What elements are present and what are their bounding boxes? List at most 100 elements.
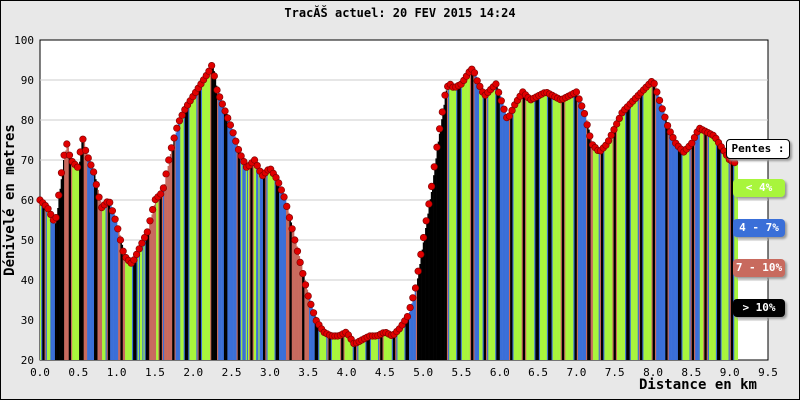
profile-bar bbox=[204, 78, 206, 360]
profile-bar bbox=[400, 326, 403, 360]
profile-bar bbox=[184, 109, 187, 360]
profile-bar bbox=[606, 144, 609, 360]
profile-bar bbox=[415, 285, 418, 360]
profile-bar bbox=[435, 158, 437, 360]
profile-point bbox=[650, 79, 658, 88]
profile-bar bbox=[283, 196, 286, 360]
profile-bar bbox=[148, 228, 150, 360]
profile-bar bbox=[510, 114, 512, 361]
profile-bar bbox=[330, 335, 333, 360]
profile-point bbox=[216, 93, 224, 101]
profile-bar bbox=[429, 199, 432, 360]
profile-point bbox=[57, 169, 66, 177]
x-tick-label: 0.5 bbox=[68, 366, 88, 379]
profile-bar bbox=[234, 136, 236, 360]
profile-bar bbox=[151, 214, 153, 360]
profile-bar bbox=[361, 340, 364, 360]
profile-bar bbox=[548, 93, 550, 360]
profile-bar bbox=[600, 150, 603, 360]
profile-bar bbox=[658, 96, 660, 361]
profile-bar bbox=[628, 105, 630, 360]
profile-bar bbox=[421, 249, 424, 360]
profile-bar bbox=[444, 97, 447, 360]
x-tick-label: 4.0 bbox=[337, 366, 357, 379]
profile-bar bbox=[497, 88, 499, 361]
profile-point bbox=[661, 113, 669, 121]
profile-bar bbox=[56, 217, 58, 360]
profile-point bbox=[65, 151, 74, 159]
profile-bar bbox=[112, 210, 114, 360]
profile-bar bbox=[419, 264, 421, 360]
profile-bar bbox=[94, 173, 96, 360]
profile-bar bbox=[550, 94, 552, 361]
profile-bar bbox=[248, 166, 250, 360]
profile-bar bbox=[161, 192, 164, 360]
profile-point bbox=[438, 108, 446, 116]
profile-bar bbox=[236, 143, 239, 360]
profile-bar bbox=[363, 339, 365, 360]
profile-bar bbox=[57, 208, 59, 360]
profile-bar bbox=[242, 158, 244, 360]
profile-bar bbox=[554, 96, 557, 361]
profile-bar bbox=[173, 140, 175, 360]
profile-bar bbox=[467, 74, 470, 361]
profile-bar bbox=[314, 316, 317, 360]
profile-bar bbox=[98, 195, 101, 360]
profile-bar bbox=[459, 85, 462, 360]
profile-bar bbox=[714, 136, 717, 360]
profile-bar bbox=[723, 151, 726, 360]
profile-bar bbox=[657, 93, 659, 360]
profile-point bbox=[218, 100, 226, 108]
profile-bar bbox=[487, 93, 489, 360]
profile-bar bbox=[702, 129, 704, 360]
profile-bar bbox=[590, 139, 593, 360]
x-tick-label: 1.0 bbox=[107, 366, 127, 379]
profile-bar bbox=[468, 72, 471, 360]
profile-bar bbox=[541, 94, 543, 361]
profile-bar bbox=[546, 92, 549, 360]
profile-bar bbox=[356, 343, 358, 360]
profile-bar bbox=[417, 278, 419, 360]
profile-bar bbox=[289, 217, 291, 360]
profile-bar bbox=[484, 95, 487, 360]
profile-bar bbox=[528, 98, 530, 360]
profile-bar bbox=[392, 335, 395, 360]
x-tick-label: 7.0 bbox=[566, 366, 586, 379]
profile-point bbox=[422, 217, 430, 225]
profile-bar bbox=[89, 161, 91, 360]
profile-bar bbox=[115, 221, 118, 360]
profile-bar bbox=[290, 222, 293, 360]
profile-bar bbox=[613, 130, 616, 360]
profile-bar bbox=[500, 99, 503, 360]
profile-bar bbox=[543, 93, 545, 360]
profile-bar bbox=[567, 96, 570, 360]
profile-bar bbox=[731, 161, 734, 360]
profile-bar bbox=[443, 104, 445, 360]
profile-bar bbox=[379, 335, 381, 360]
profile-bar bbox=[368, 336, 371, 360]
profile-bar bbox=[45, 206, 48, 360]
profile-bar bbox=[489, 90, 491, 361]
profile-bar bbox=[605, 145, 607, 360]
profile-bar bbox=[506, 117, 509, 360]
profile-point bbox=[299, 270, 307, 278]
x-tick-label: 4.5 bbox=[375, 366, 395, 379]
profile-bar bbox=[442, 112, 444, 360]
profile-bar bbox=[633, 100, 635, 361]
profile-bar bbox=[456, 86, 458, 361]
profile-bar bbox=[90, 164, 93, 360]
profile-bar bbox=[710, 133, 712, 360]
profile-bar bbox=[706, 132, 709, 360]
profile-bar bbox=[130, 262, 133, 360]
profile-bar bbox=[689, 146, 691, 360]
profile-bar bbox=[396, 332, 398, 360]
profile-bar bbox=[185, 107, 188, 361]
profile-bar bbox=[566, 97, 568, 360]
profile-point bbox=[167, 144, 176, 152]
profile-bar bbox=[72, 161, 74, 360]
profile-bar bbox=[659, 100, 662, 361]
y-axis-label: Dénivelé en metres bbox=[2, 124, 18, 276]
profile-bar bbox=[661, 107, 664, 360]
profile-point bbox=[433, 143, 441, 151]
profile-bar bbox=[135, 256, 137, 360]
